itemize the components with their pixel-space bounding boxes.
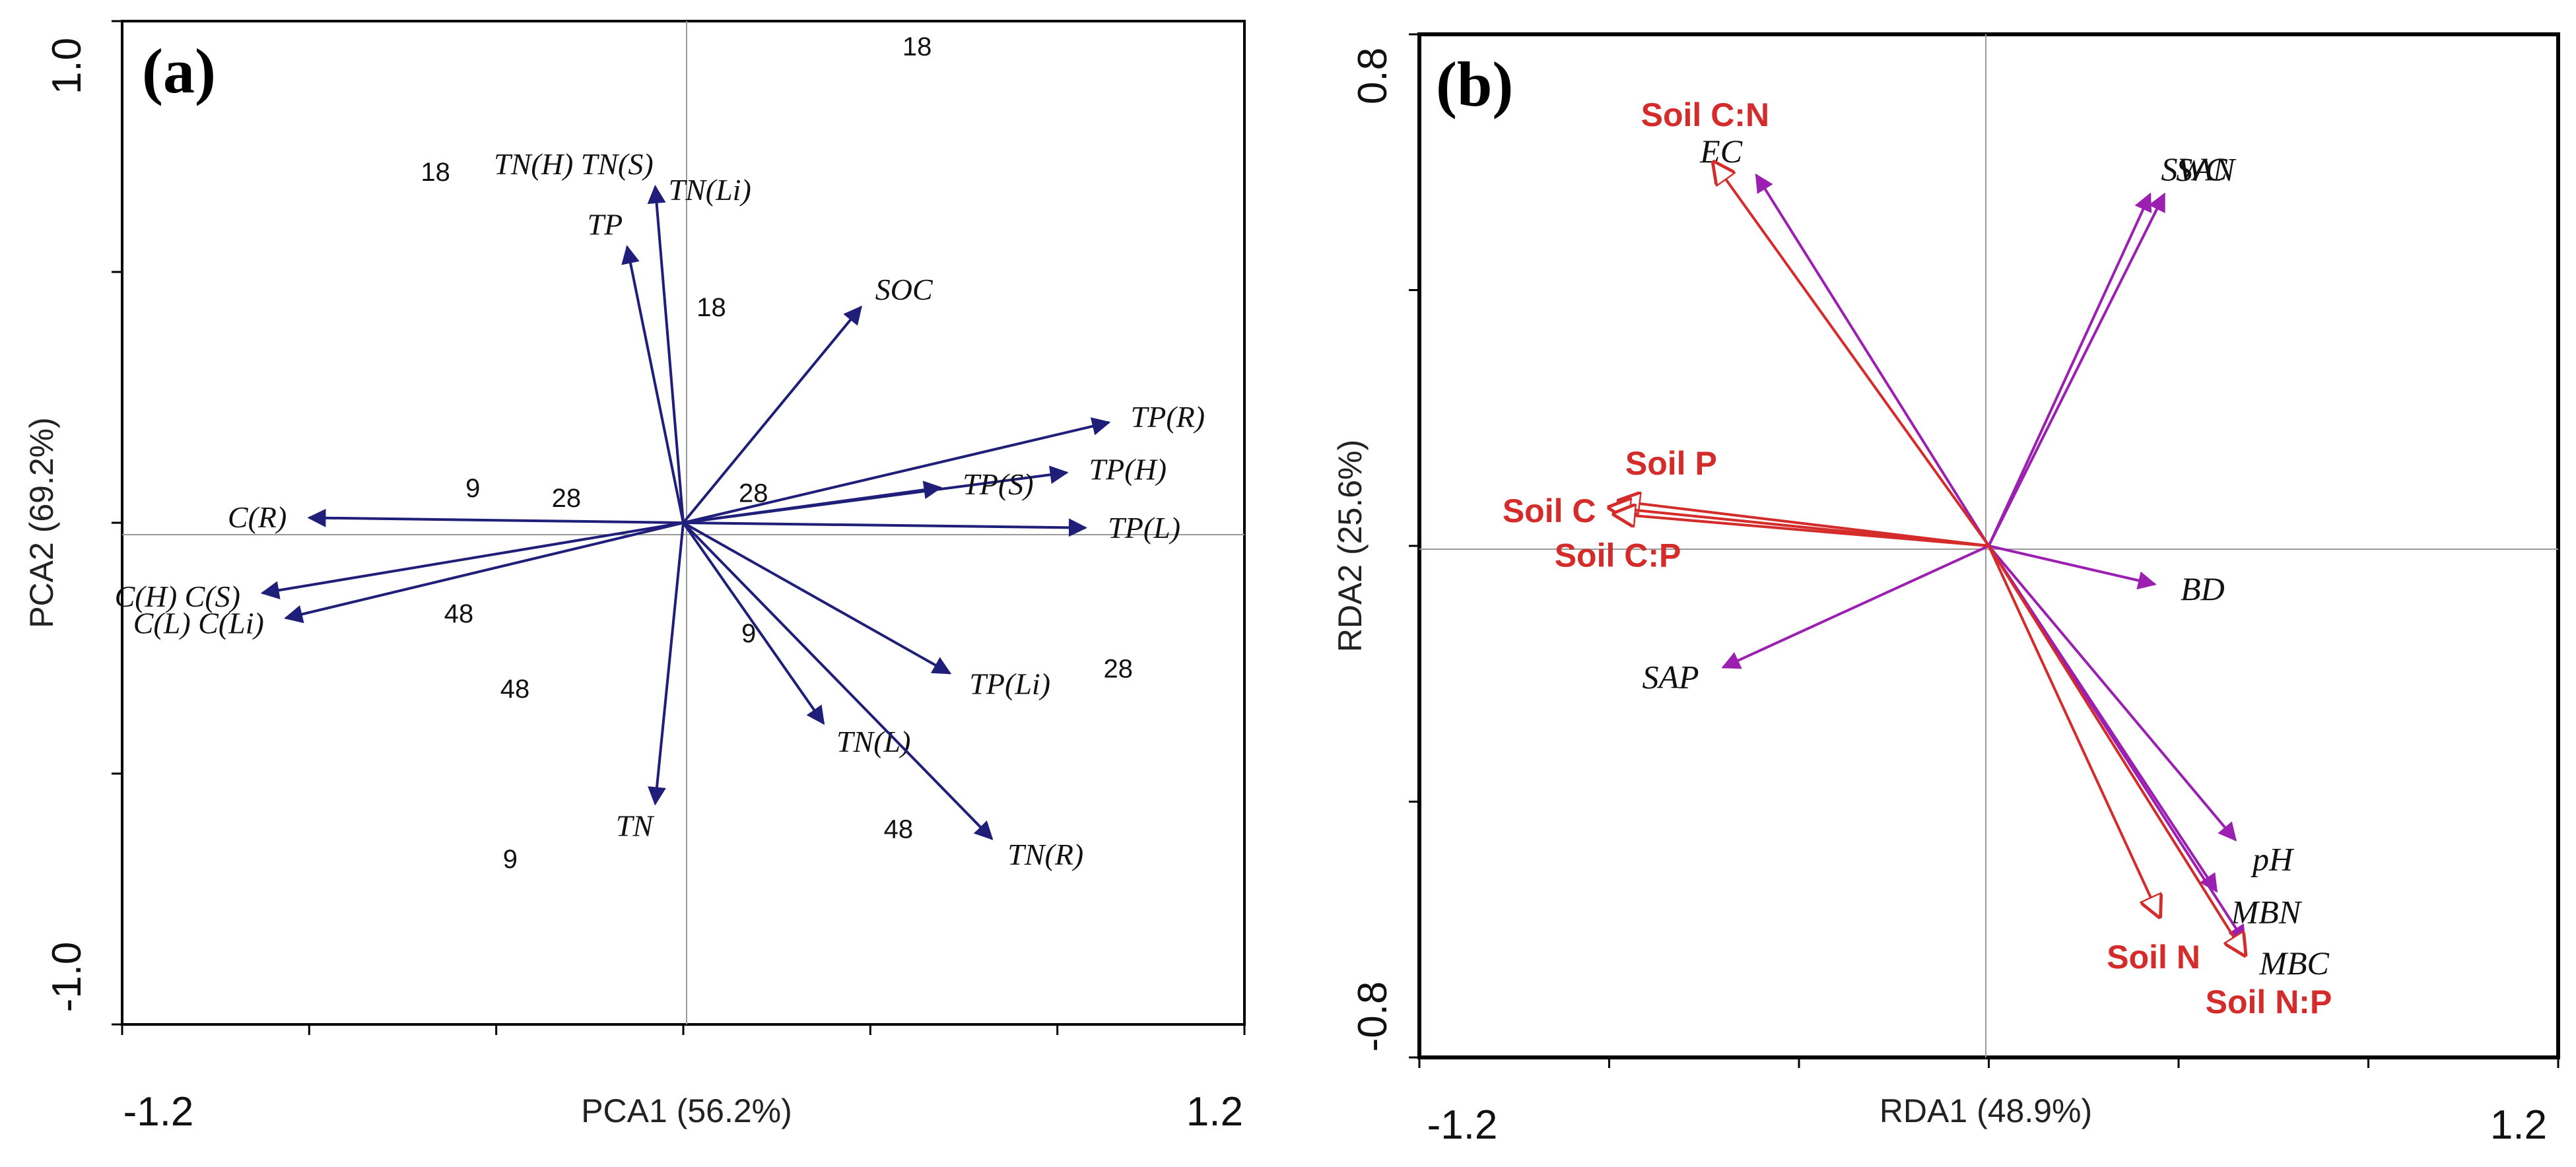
- vector-label-soc: SOC: [875, 273, 933, 306]
- response-arrow-san: [1987, 192, 2166, 547]
- vector-label-tn-li: TN(Li): [669, 173, 751, 207]
- explanatory-label-soil-n: Soil N: [2107, 939, 2200, 976]
- explanatory-label-soil-p: Soil P: [1625, 445, 1717, 482]
- x-axis-title-a: PCA1 (56.2%): [581, 1092, 792, 1129]
- x-min-label-a: -1.2: [123, 1089, 194, 1135]
- sample-point-label: 18: [696, 293, 726, 322]
- vector-label-tp-r: TP(R): [1131, 400, 1205, 434]
- vector-label-c-l-c-li: C(L) C(Li): [133, 606, 264, 640]
- vector-label-tn-r: TN(R): [1007, 838, 1083, 871]
- vector-arrow-tp-s: [683, 481, 943, 524]
- y-max-label-b: 0.8: [1350, 48, 1396, 104]
- sample-point-label: 28: [1104, 654, 1134, 683]
- response-label-swc: SWC: [2161, 150, 2228, 187]
- vector-label-tp-l: TP(L): [1108, 511, 1180, 545]
- y-axis-title-b: RDA2 (25.6%): [1332, 440, 1369, 652]
- response-label-bd: BD: [2181, 570, 2225, 607]
- vector-arrow-tn: [648, 522, 685, 806]
- response-label-ec: EC: [1699, 133, 1743, 170]
- sample-point-label: 9: [741, 619, 756, 648]
- explanatory-arrow-soil-c-n: [1714, 162, 1990, 547]
- axis-ticks-a: [112, 20, 1246, 1035]
- y-min-label-a: -1.0: [44, 942, 90, 1013]
- vector-label-tp: TP: [588, 208, 623, 242]
- sample-point-label: 18: [421, 158, 450, 187]
- x-min-label-b: -1.2: [1427, 1102, 1498, 1148]
- vector-arrow-c-l-c-li: [284, 521, 684, 624]
- response-arrow-ec: [1755, 173, 1990, 547]
- response-label-sap: SAP: [1643, 659, 1699, 696]
- vectors-a: TN(H) TN(S) TN(Li) TP SOC TP(R) TP(H) TP(S) TP(…: [115, 147, 1205, 871]
- y-min-label-b: -0.8: [1350, 982, 1396, 1052]
- x-max-label-b: 1.2: [2490, 1102, 2547, 1148]
- response-label-san: SAN: [2176, 150, 2237, 187]
- vector-label-tp-s: TP(S): [963, 467, 1033, 501]
- vector-arrow-tp-li: [683, 521, 952, 675]
- sample-point-label: 28: [739, 479, 768, 508]
- sample-point-label: 48: [444, 599, 474, 628]
- sample-point-label: 48: [884, 815, 914, 844]
- vector-arrow-soc: [682, 306, 862, 524]
- vector-label-c-h-c-s: C(H) C(S): [115, 580, 240, 613]
- vector-arrow-tn-h-tn-s: [647, 185, 685, 523]
- x-max-label-a: 1.2: [1186, 1089, 1243, 1135]
- explanatory-arrow-soil-c-p: [1614, 514, 1989, 547]
- panel-a: TN(H) TN(S) TN(Li) TP SOC TP(R) TP(H) TP(S) TP(…: [23, 20, 1246, 1135]
- explanatory-arrow-soil-n-p: [1987, 545, 2245, 955]
- y-axis-title-a: PCA2 (69.2%): [23, 417, 60, 628]
- sample-point-label: 18: [902, 32, 932, 61]
- vector-label-tp-h: TP(H): [1089, 453, 1167, 486]
- response-arrow-ph: [1987, 545, 2237, 842]
- sample-point-label: 9: [465, 474, 480, 503]
- vector-arrow-c-h-c-s: [260, 521, 684, 600]
- sample-point-label: 9: [503, 845, 518, 874]
- explanatory-label-soil-c-p: Soil C:P: [1555, 537, 1681, 574]
- x-axis-title-b: RDA1 (48.9%): [1880, 1092, 2092, 1129]
- vector-label-tp-li: TP(Li): [969, 667, 1050, 701]
- explanatory-arrow-soil-n: [1987, 545, 2160, 917]
- points-a: 18 18 18 9 28 28 48 9 28 48 48 9: [421, 32, 1133, 874]
- vector-label-tn: TN: [616, 809, 655, 842]
- response-label-ph: pH: [2251, 840, 2295, 877]
- explanatory-label-soil-n-p: Soil N:P: [2206, 984, 2332, 1020]
- y-max-label-a: 1.0: [44, 38, 90, 94]
- response-label-mbn: MBN: [2231, 894, 2303, 931]
- panel-letter-b: (b): [1436, 49, 1513, 119]
- explanatory-label-soil-c: Soil C: [1503, 492, 1596, 529]
- response-label-mbc: MBC: [2258, 945, 2329, 982]
- panel-letter-a: (a): [142, 36, 216, 106]
- vector-label-tn-l: TN(L): [836, 725, 910, 758]
- vector-arrow-c-r: [307, 508, 684, 527]
- response-arrow-bd: [1988, 545, 2157, 590]
- vector-arrow-tp-l: [683, 518, 1087, 537]
- vector-label-c-r: C(R): [228, 500, 287, 534]
- vector-label-tn-h-tn-s: TN(H) TN(S): [494, 147, 654, 181]
- response-arrow-swc: [1987, 192, 2152, 547]
- axis-ticks-b: [1409, 33, 2559, 1068]
- vector-arrow-tp: [621, 245, 685, 523]
- vector-arrow-tn-l: [682, 521, 825, 725]
- vector-arrow-tn-r: [682, 521, 994, 840]
- sample-point-label: 48: [500, 675, 530, 704]
- response-arrow-sap: [1721, 545, 1990, 669]
- sample-point-label: 28: [552, 484, 582, 513]
- vector-arrow-tp-r: [683, 417, 1111, 524]
- explanatory-label-soil-c-n: Soil C:N: [1641, 96, 1769, 133]
